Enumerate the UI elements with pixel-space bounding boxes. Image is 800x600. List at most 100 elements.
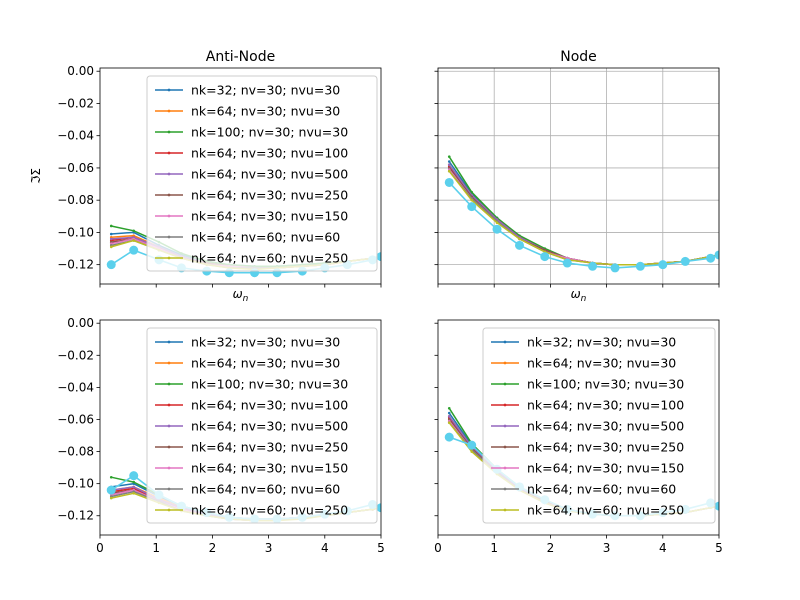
legend-label: nk=64; nv=30; nvu=100: [191, 146, 348, 161]
y-tick-label: −0.02: [57, 348, 94, 362]
legend-label: nk=64; nv=30; nvu=30: [191, 356, 340, 371]
data-point-2: [109, 475, 113, 479]
legend-label: nk=64; nv=30; nvu=500: [527, 419, 684, 434]
x-tick-label: 5: [715, 541, 723, 555]
data-point-9: [467, 440, 477, 450]
y-tick-label: 0.00: [67, 316, 94, 330]
legend-marker: [167, 214, 171, 218]
legend-label: nk=64; nv=60; nvu=250: [191, 503, 348, 518]
legend-label: nk=32; nv=30; nvu=30: [527, 335, 676, 350]
legend-label: nk=100; nv=30; nvu=30: [191, 125, 348, 140]
legend-label: nk=64; nv=30; nvu=150: [191, 461, 348, 476]
data-point-0: [447, 411, 451, 415]
legend-marker: [503, 382, 507, 386]
data-point-9: [714, 250, 719, 260]
legend-marker: [167, 382, 171, 386]
axes-frame: [99, 319, 382, 536]
data-point-2: [470, 190, 474, 194]
y-tick-label: −0.12: [57, 258, 94, 272]
y-tick-label: −0.08: [57, 193, 94, 207]
legend-marker: [167, 424, 171, 428]
y-tick-label: −0.10: [57, 225, 94, 239]
legend-label: nk=64; nv=30; nvu=250: [527, 440, 684, 455]
legend-marker: [167, 256, 171, 260]
data-point-2: [447, 406, 451, 410]
legend-marker: [167, 508, 171, 512]
legend-label: nk=64; nv=60; nvu=60: [191, 230, 340, 245]
legend-label: nk=64; nv=30; nvu=500: [191, 167, 348, 182]
legend-label: nk=32; nv=30; nvu=30: [191, 335, 340, 350]
legend-label: nk=64; nv=60; nvu=60: [527, 482, 676, 497]
x-tick-label: 2: [547, 541, 555, 555]
series-line-2: [448, 156, 719, 266]
series-line-7: [448, 170, 719, 266]
data-point-0: [109, 232, 113, 236]
legend-label: nk=32; nv=30; nvu=30: [191, 83, 340, 98]
legend-marker: [503, 361, 507, 365]
legend-marker: [503, 340, 507, 344]
data-point-9: [610, 263, 620, 273]
legend-box: [146, 75, 378, 272]
legend-label: nk=64; nv=60; nvu=250: [191, 251, 348, 266]
y-tick-label: −0.06: [57, 412, 94, 426]
data-point-4: [109, 237, 113, 241]
legend-marker: [503, 403, 507, 407]
x-tick-label: 4: [321, 541, 329, 555]
legend-marker: [167, 403, 171, 407]
legend-marker: [503, 508, 507, 512]
data-point-9: [540, 252, 550, 262]
data-point-9: [129, 471, 139, 481]
data-point-4: [132, 485, 136, 489]
subplot-1: Node ωn: [434, 49, 720, 304]
legend-marker: [167, 235, 171, 239]
legend-marker: [167, 466, 171, 470]
data-point-9: [129, 245, 139, 255]
data-point-8: [447, 421, 451, 424]
legend-label: nk=64; nv=30; nvu=250: [191, 440, 348, 455]
data-point-2: [132, 229, 136, 233]
legend-box: [146, 327, 378, 524]
legend-marker: [167, 193, 171, 197]
legend-marker: [167, 361, 171, 365]
y-axis-label: ℑΣ: [29, 168, 43, 184]
data-point-8: [495, 221, 499, 225]
axes-frame: [437, 67, 720, 285]
x-tick-label: 3: [265, 541, 273, 555]
legend-label: nk=64; nv=30; nvu=100: [527, 398, 684, 413]
legend-label: nk=100; nv=30; nvu=30: [527, 377, 684, 392]
legend-label: nk=64; nv=30; nvu=500: [191, 419, 348, 434]
y-tick-label: −0.04: [57, 129, 94, 143]
data-point-8: [470, 198, 474, 202]
data-point-2: [109, 224, 113, 228]
subplot-2: 0.00 −0.02 −0.04 −0.06 −0.08 −0.10 −0.12 0 1 2 3 4 5…: [57, 316, 385, 555]
data-point-9: [635, 261, 645, 271]
legend-label: nk=64; nv=30; nvu=30: [527, 356, 676, 371]
data-point-9: [514, 240, 524, 250]
subplot-title: Node: [560, 49, 597, 65]
data-point-8: [132, 239, 136, 242]
legend-label: nk=64; nv=60; nvu=250: [527, 503, 684, 518]
axes-frame: [437, 319, 720, 536]
legend-marker: [503, 424, 507, 428]
y-tick-label: −0.10: [57, 477, 94, 491]
legend-label: nk=64; nv=30; nvu=100: [191, 398, 348, 413]
data-point-9: [376, 252, 381, 262]
data-point-9: [680, 256, 690, 266]
y-tick-label: −0.06: [57, 161, 94, 175]
x-tick-label: 3: [603, 541, 611, 555]
data-point-8: [132, 491, 136, 495]
x-tick-label: 5: [377, 541, 385, 555]
legend-label: nk=100; nv=30; nvu=30: [191, 377, 348, 392]
legend-label: nk=64; nv=30; nvu=150: [191, 209, 348, 224]
y-tick-label: 0.00: [67, 64, 94, 78]
data-point-8: [109, 245, 113, 249]
plot-area: [444, 155, 719, 273]
legend-marker: [503, 487, 507, 491]
subplot-3: 0 1 2 3 4 5 nk=32; nv=30; nvu=30 nk=64; nv=30; …: [434, 319, 723, 555]
data-point-8: [518, 237, 521, 241]
subplot-title: Anti-Node: [206, 49, 275, 65]
y-tick-label: −0.02: [57, 96, 94, 110]
legend-marker: [503, 445, 507, 449]
x-tick-label: 1: [490, 541, 498, 555]
